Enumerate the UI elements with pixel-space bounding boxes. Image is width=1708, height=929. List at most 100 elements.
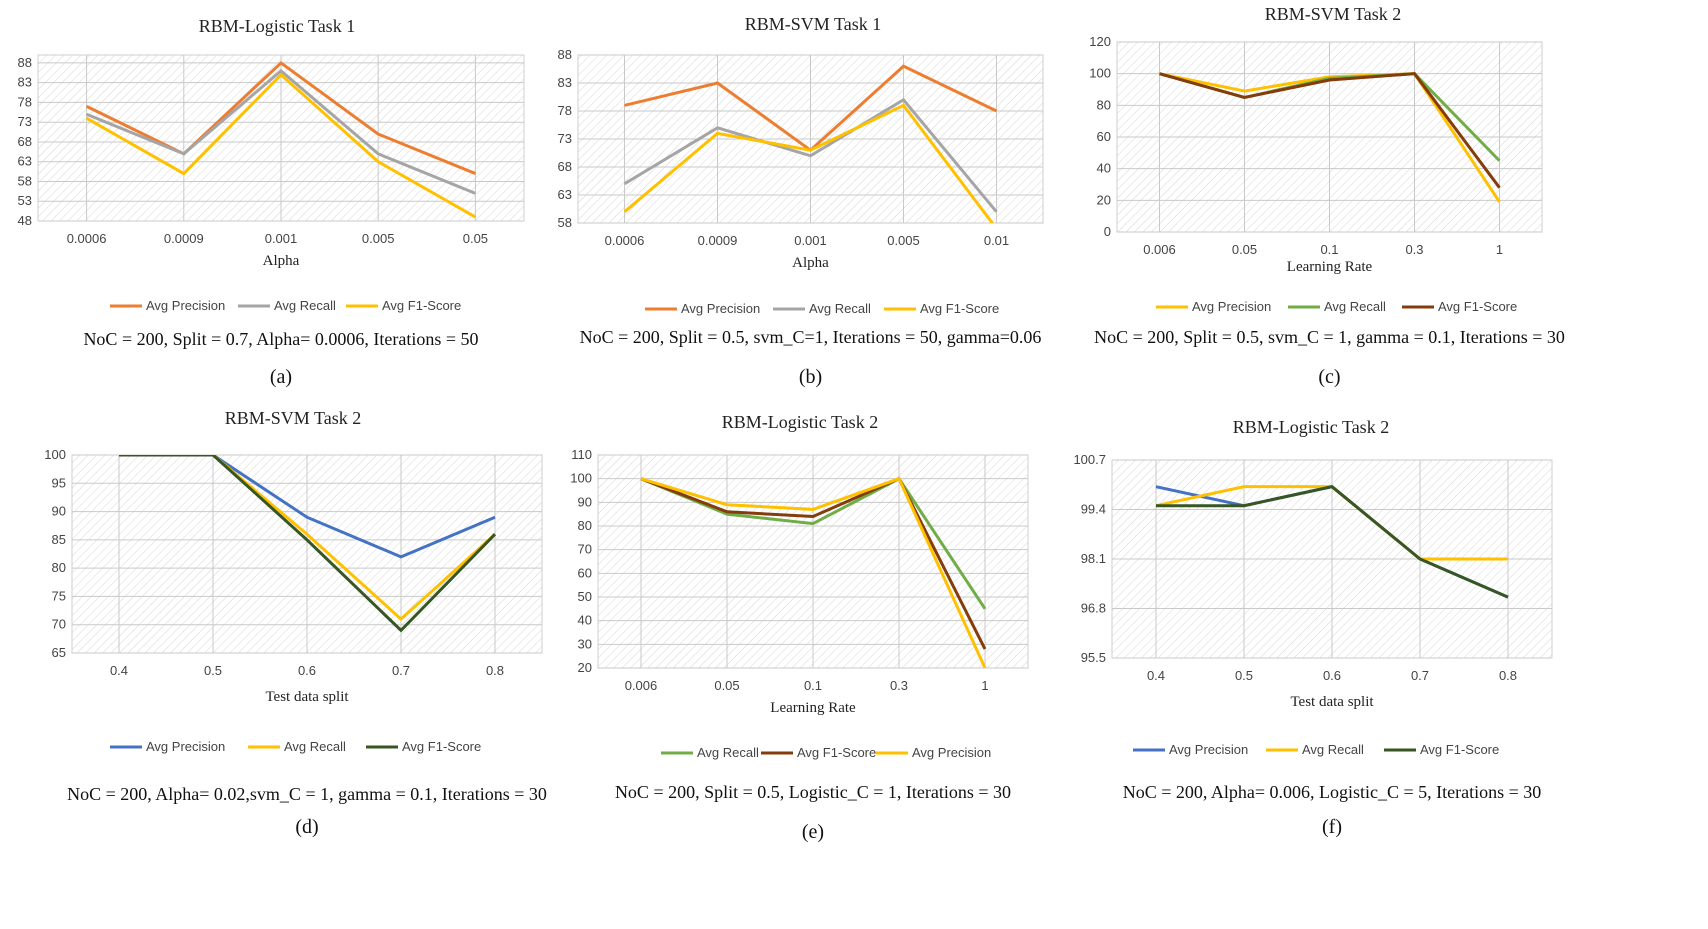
chart-title: RBM-Logistic Task 1	[199, 16, 355, 36]
legend-entry: Avg F1-Score	[382, 298, 461, 313]
y-tick-label: 40	[1097, 161, 1111, 176]
y-tick-label: 100	[1089, 66, 1111, 81]
subfigure-label: (d)	[295, 816, 318, 838]
y-tick-label: 65	[52, 645, 66, 660]
y-tick-label: 30	[578, 636, 592, 651]
y-tick-label: 60	[578, 565, 592, 580]
x-tick-label: 0.8	[486, 663, 504, 678]
chart-caption: NoC = 200, Split = 0.7, Alpha= 0.0006, I…	[83, 329, 478, 349]
x-tick-label: 0.7	[1411, 668, 1429, 683]
legend-entry: Avg Precision	[1169, 742, 1248, 757]
x-tick-label: 0.4	[1147, 668, 1165, 683]
y-tick-label: 100	[570, 471, 592, 486]
series-line-avg-precision	[119, 455, 496, 559]
x-tick-label: 0.6	[298, 663, 316, 678]
x-tick-label: 0.006	[1143, 242, 1176, 257]
x-axis-label: Alpha	[263, 253, 300, 269]
y-tick-label: 53	[18, 193, 32, 208]
x-tick-label: 0.0006	[605, 233, 645, 248]
chart-title: RBM-SVM Task 2	[225, 408, 361, 428]
x-tick-label: 1	[981, 678, 988, 693]
subfigure-label: (c)	[1318, 366, 1340, 388]
y-tick-label: 80	[1097, 97, 1111, 112]
y-tick-label: 48	[18, 213, 32, 228]
y-tick-label: 120	[1089, 34, 1111, 49]
x-axis-label: Test data split	[1290, 694, 1374, 710]
x-tick-label: 0.6	[1323, 668, 1341, 683]
x-axis-label: Learning Rate	[1287, 259, 1373, 275]
y-tick-label: 60	[1097, 129, 1111, 144]
x-tick-label: 0.5	[1235, 668, 1253, 683]
y-tick-label: 20	[1097, 192, 1111, 207]
subfigure-label: (e)	[802, 821, 824, 843]
legend-entry: Avg Precision	[681, 301, 760, 316]
y-tick-label: 88	[558, 47, 572, 62]
y-tick-label: 70	[52, 617, 66, 632]
x-tick-label: 0.0009	[164, 231, 204, 246]
chart-caption: NoC = 200, Alpha= 0.02,svm_C = 1, gamma …	[67, 784, 547, 804]
x-tick-label: 0.5	[204, 663, 222, 678]
y-tick-label: 68	[18, 134, 32, 149]
chart-caption: NoC = 200, Alpha= 0.006, Logistic_C = 5,…	[1123, 782, 1542, 802]
y-tick-label: 78	[558, 103, 572, 118]
y-tick-label: 40	[578, 613, 592, 628]
y-tick-label: 110	[571, 447, 592, 462]
y-tick-label: 83	[18, 75, 32, 90]
y-tick-label: 20	[578, 660, 592, 675]
chart-title: RBM-Logistic Task 2	[722, 412, 878, 432]
y-tick-label: 90	[52, 504, 66, 519]
x-tick-label: 0.001	[265, 231, 298, 246]
series-line-avg-recall	[623, 97, 998, 213]
subfigure-label: (a)	[270, 366, 292, 388]
x-tick-label: 0.1	[1320, 242, 1338, 257]
series-line-avg-f1-score	[1156, 485, 1509, 599]
legend-entry: Avg Recall	[697, 745, 759, 760]
series-line-avg-f1-score	[119, 455, 497, 633]
legend-entry: Avg Recall	[274, 298, 336, 313]
legend-entry: Avg F1-Score	[920, 301, 999, 316]
legend-entry: Avg F1-Score	[797, 745, 876, 760]
y-tick-label: 95.5	[1081, 650, 1106, 665]
subfigure-label: (f)	[1322, 816, 1342, 838]
y-tick-label: 80	[52, 560, 66, 575]
y-tick-label: 83	[558, 75, 572, 90]
x-tick-label: 0.001	[794, 233, 827, 248]
chart-caption: NoC = 200, Split = 0.5, svm_C = 1, gamma…	[1094, 327, 1565, 347]
series-line-avg-f1-score	[623, 103, 995, 223]
x-tick-label: 0.1	[804, 678, 822, 693]
chart-panel-3: RBM-SVM Task 2 0 20 40 60 80 100 120 0.006 0.05 0.…	[1089, 4, 1565, 388]
y-tick-label: 90	[578, 494, 592, 509]
y-tick-label: 58	[558, 215, 572, 230]
chart-caption: NoC = 200, Split = 0.5, Logistic_C = 1, …	[615, 782, 1011, 802]
y-tick-label: 96.8	[1081, 601, 1106, 616]
y-tick-label: 75	[52, 588, 66, 603]
series-line-avg-precision	[85, 60, 476, 175]
y-tick-label: 100.7	[1073, 452, 1106, 467]
x-tick-label: 0.8	[1499, 668, 1517, 683]
x-tick-label: 0.0006	[67, 231, 107, 246]
chart-panel-1: RBM-Logistic Task 1 48 53 58 63 68 73 78 83 88 0.0…	[18, 16, 525, 388]
y-tick-label: 85	[52, 532, 66, 547]
y-tick-label: 80	[578, 518, 592, 533]
legend-entry: Avg F1-Score	[1438, 299, 1517, 314]
y-tick-label: 63	[18, 154, 32, 169]
x-tick-label: 0.0009	[698, 233, 738, 248]
x-axis-label: Test data split	[265, 689, 349, 705]
x-tick-label: 0.005	[887, 233, 920, 248]
y-tick-label: 78	[18, 94, 32, 109]
subfigure-label: (b)	[799, 366, 822, 388]
legend-entry: Avg Recall	[809, 301, 871, 316]
chart-panel-6: RBM-Logistic Task 2 95.5 96.8 98.1 99.4 100.7…	[1073, 417, 1553, 838]
x-tick-label: 0.3	[890, 678, 908, 693]
y-tick-label: 88	[18, 55, 32, 70]
x-tick-label: 0.3	[1405, 242, 1423, 257]
series-line-avg-recall	[86, 68, 476, 195]
x-tick-label: 0.05	[463, 231, 488, 246]
legend-entry: Avg F1-Score	[1420, 742, 1499, 757]
series-line-avg-f1-score	[640, 476, 987, 650]
series-line-avg-f1-score	[1159, 72, 1501, 189]
y-tick-label: 98.1	[1081, 551, 1106, 566]
chart-panel-4: RBM-SVM Task 2 65 70 75 80 85 90 95 100 0.4 0.5 0.6…	[44, 408, 547, 838]
y-tick-label: 68	[558, 159, 572, 174]
y-tick-label: 99.4	[1081, 502, 1106, 517]
